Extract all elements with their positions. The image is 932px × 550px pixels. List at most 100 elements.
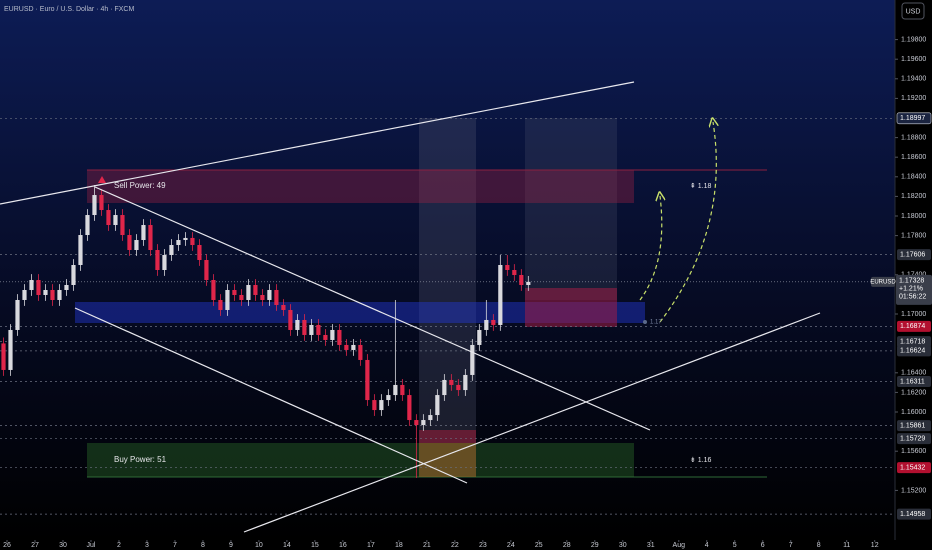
price-label-box: [897, 508, 931, 520]
x-tick-label: 12: [871, 542, 879, 549]
risk-box: [525, 288, 617, 327]
x-tick-label: 5: [733, 542, 737, 549]
candle-body: [393, 384, 398, 396]
candle-body: [442, 379, 447, 396]
sell-power-label: Sell Power: 49: [114, 181, 166, 190]
candle-body: [267, 289, 272, 300]
x-tick-label: 7: [173, 542, 177, 549]
candle-body: [141, 225, 146, 241]
drawings: [75, 118, 767, 478]
level-dot: [643, 320, 647, 324]
candle-body: [183, 237, 188, 241]
candle-body: [309, 324, 314, 335]
y-tick-label: 1.17000: [901, 311, 926, 318]
candle-body: [22, 289, 27, 300]
price-label: 1.17606: [900, 251, 925, 258]
price-label-box: [897, 420, 931, 432]
candle-body: [176, 240, 181, 246]
candle-body: [232, 289, 237, 295]
y-tick-label: 1.18000: [901, 213, 926, 220]
demand-zone: [75, 302, 645, 323]
candle-body: [92, 195, 97, 216]
candle-body: [211, 279, 216, 300]
candle-body: [134, 240, 139, 251]
countdown-label: 01:56:22: [899, 294, 926, 301]
price-label: 1.14958: [900, 511, 925, 518]
candle-body: [127, 235, 132, 251]
candle-body: [316, 324, 321, 335]
candle-body: [288, 309, 293, 330]
y-tick-label: 1.16400: [901, 370, 926, 377]
candle-body: [323, 334, 328, 340]
currency-label[interactable]: USD: [906, 8, 921, 15]
trendline: [243, 312, 821, 533]
candle-body: [344, 344, 349, 350]
x-tick-label: 27: [31, 542, 39, 549]
price-label: 1.15432: [900, 465, 925, 472]
price-label: 1.18997: [900, 115, 925, 122]
x-tick-label: 25: [535, 542, 543, 549]
trendlines: [0, 81, 821, 533]
candle-body: [281, 304, 286, 310]
price-label: 1.16874: [900, 323, 925, 330]
x-tick-label: 30: [619, 542, 627, 549]
y-tick-label: 1.16200: [901, 389, 926, 396]
candle-body: [64, 284, 69, 290]
candle-body: [512, 270, 517, 275]
candle-body: [372, 400, 377, 411]
price-label-box: [897, 336, 931, 348]
y-tick-label: 1.16000: [901, 409, 926, 416]
price-label-box: [897, 462, 931, 474]
risk-box: [419, 430, 476, 443]
candle-body: [400, 384, 405, 396]
candle-body: [477, 329, 482, 345]
candle-body: [302, 319, 307, 335]
candle-body: [43, 289, 48, 295]
x-tick-label: Jul: [86, 542, 95, 549]
x-tick-label: 28: [563, 542, 571, 549]
candle-body: [330, 329, 335, 340]
target-label: ⇞ 1.18: [690, 182, 712, 190]
price-label: 1.16311: [900, 378, 925, 385]
candle-body: [120, 215, 125, 236]
y-tick-label: 1.19200: [901, 95, 926, 102]
projection-arrow: [639, 196, 662, 301]
candle-body: [295, 319, 300, 330]
buy-zone: [87, 443, 634, 477]
symbol-label: EURUSD: [870, 279, 896, 285]
candle-body: [260, 294, 265, 300]
sell-zone: [87, 170, 634, 203]
candle-body: [8, 329, 13, 370]
price-label-box: [897, 345, 931, 357]
time-axis: 26 27 30 Jul 2 3 7 8 9 10 14 15 16 17 18 21 22 23 24 25 28 29…: [3, 540, 879, 549]
candle-body: [190, 237, 195, 246]
candles: [1, 185, 531, 478]
candle-body: [470, 344, 475, 375]
x-tick-label: 31: [647, 542, 655, 549]
x-tick-label: 14: [283, 542, 291, 549]
candle-body: [218, 299, 223, 310]
price-label-box: [897, 320, 931, 332]
candle-body: [57, 289, 62, 300]
currency-button[interactable]: [901, 2, 925, 20]
candle-body: [253, 284, 258, 295]
candle-body: [449, 379, 454, 385]
trendline: [94, 186, 651, 431]
candle-body: [225, 289, 230, 310]
y-tick-label: 1.18200: [901, 193, 926, 200]
change-label: +1.21%: [899, 286, 923, 293]
candle-body: [106, 210, 111, 226]
candle-body: [148, 225, 153, 251]
x-tick-label: 30: [59, 542, 67, 549]
candle-body: [484, 319, 489, 330]
buy-power-label: Buy Power: 51: [114, 455, 167, 464]
candle-body: [162, 255, 167, 270]
price-label: 1.16624: [900, 348, 925, 355]
candle-body: [358, 344, 363, 360]
price-label: 1.15729: [900, 435, 925, 442]
chart-title: EURUSD · Euro / U.S. Dollar · 4h · FXCM: [4, 6, 134, 13]
candle-body: [463, 374, 468, 391]
price-label: 1.16718: [900, 338, 925, 345]
